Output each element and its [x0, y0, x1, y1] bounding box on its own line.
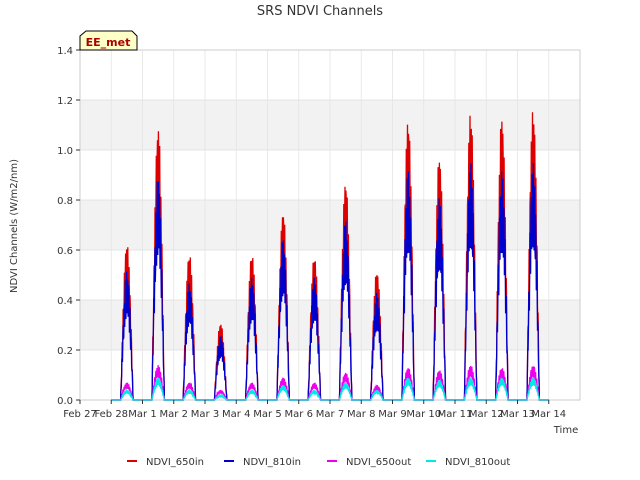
legend: NDVI_650in NDVI_810in NDVI_650out NDVI_810o…	[127, 457, 510, 468]
badge-label: EE_met	[86, 36, 131, 49]
legend-label: NDVI_810in	[243, 457, 301, 468]
x-tick-label: Mar 6	[285, 409, 313, 420]
x-tick-label: Feb 27	[63, 409, 97, 420]
x-axis-label: Time	[553, 425, 578, 436]
y-tick-label: 0.4	[57, 296, 73, 307]
x-tick-label: Mar 8	[347, 409, 375, 420]
y-tick-label: 0.2	[57, 346, 73, 357]
y-tick-label: 1.2	[57, 96, 73, 107]
y-axis-ticks: 0.0 0.2 0.4 0.6 0.8 1.0 1.2 1.4	[57, 46, 80, 407]
x-tick-label: Feb 28	[94, 409, 128, 420]
y-tick-label: 1.4	[57, 46, 73, 57]
legend-label: NDVI_650out	[346, 457, 411, 468]
legend-label: NDVI_650in	[146, 457, 204, 468]
x-tick-label: Mar 13	[500, 409, 535, 420]
y-tick-label: 0.0	[57, 396, 73, 407]
chart-title: SRS NDVI Channels	[257, 4, 383, 19]
badge-shape	[79, 30, 138, 51]
x-tick-label: Mar 7	[316, 409, 344, 420]
y-tick-label: 1.0	[57, 146, 73, 157]
x-tick-label: Mar 1	[128, 409, 156, 420]
x-tick-label: Mar 9	[378, 409, 406, 420]
y-tick-label: 0.8	[57, 196, 73, 207]
x-tick-label: Mar 5	[253, 409, 281, 420]
x-tick-label: Mar 2	[160, 409, 188, 420]
x-tick-label: Mar 12	[469, 409, 504, 420]
x-tick-label: Mar 3	[191, 409, 219, 420]
station-badge: EE_met	[79, 30, 138, 51]
y-tick-label: 0.6	[57, 246, 73, 257]
y-axis-label: NDVI Channels (W/m2/nm)	[9, 159, 20, 293]
x-tick-label: Mar 10	[406, 409, 441, 420]
x-tick-label: Mar 14	[531, 409, 566, 420]
x-tick-label: Mar 4	[222, 409, 250, 420]
legend-label: NDVI_810out	[445, 457, 510, 468]
x-tick-label: Mar 11	[438, 409, 473, 420]
